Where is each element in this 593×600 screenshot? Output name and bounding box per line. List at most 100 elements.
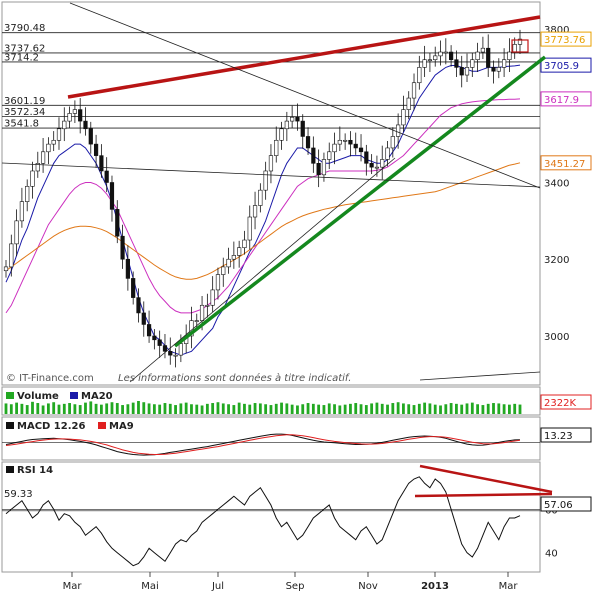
volume-bar bbox=[386, 404, 389, 414]
volume-bar bbox=[232, 405, 236, 414]
x-tick-label: Jul bbox=[211, 581, 224, 592]
volume-bar bbox=[433, 404, 437, 414]
volume-bar bbox=[317, 404, 321, 414]
level-label: 3541.8 bbox=[4, 119, 39, 130]
candle-body bbox=[353, 143, 358, 149]
macd-legend: MACD 12.26 MA9 bbox=[6, 421, 134, 432]
volume-bar bbox=[508, 404, 511, 414]
volume-bar bbox=[221, 403, 225, 414]
candle-body bbox=[205, 304, 210, 307]
volume-bar bbox=[359, 404, 363, 414]
candle-body bbox=[470, 59, 475, 68]
candle-body bbox=[109, 182, 115, 210]
volume-bar bbox=[455, 403, 458, 414]
candle-body bbox=[486, 47, 491, 68]
volume-bar bbox=[131, 402, 135, 414]
volume-bar bbox=[370, 403, 374, 414]
candle-body bbox=[162, 345, 168, 352]
volume-bar bbox=[481, 405, 485, 414]
candle-body bbox=[380, 159, 385, 168]
volume-bar bbox=[105, 403, 109, 414]
volume-bar bbox=[343, 404, 347, 414]
macd-panel bbox=[1, 416, 541, 461]
volume-bar bbox=[9, 404, 13, 414]
badge-label: 3451.27 bbox=[544, 159, 585, 170]
rsi-badge: 57.06 bbox=[540, 496, 592, 512]
x-axis: Mar Mai Jul Sep Nov 2013 Mar bbox=[63, 572, 518, 592]
candle-body bbox=[422, 59, 427, 68]
thin-diagonal-uptrend bbox=[129, 157, 396, 383]
volume-bar bbox=[158, 404, 162, 414]
volume-bar bbox=[280, 402, 283, 414]
candle-body bbox=[67, 113, 72, 122]
price-badge: 3451.27 bbox=[540, 155, 592, 171]
candle-body bbox=[512, 44, 517, 53]
badge-box bbox=[540, 394, 592, 410]
candle-body bbox=[321, 159, 327, 176]
x-tick-label: Sep bbox=[286, 581, 305, 592]
volume-bar bbox=[476, 404, 480, 414]
badge-label: 2322K bbox=[544, 398, 576, 409]
candle-body bbox=[316, 163, 321, 176]
candle-body bbox=[104, 170, 109, 183]
level-label: 3572.34 bbox=[4, 107, 45, 118]
volume-bar bbox=[470, 402, 474, 414]
candle-body bbox=[88, 128, 93, 145]
badge-box bbox=[540, 427, 592, 443]
volume-bar bbox=[190, 404, 193, 414]
badge-box bbox=[540, 496, 592, 512]
volume-bar bbox=[237, 402, 241, 414]
candle-body bbox=[136, 297, 141, 314]
volume-bar bbox=[301, 404, 305, 414]
candle-body bbox=[215, 274, 221, 291]
badge-box bbox=[540, 57, 592, 73]
candle-body bbox=[226, 258, 231, 268]
volume-bar bbox=[62, 403, 66, 414]
badge-label: 3617.9 bbox=[544, 95, 579, 106]
volume-bar bbox=[269, 405, 273, 414]
volume-bar bbox=[36, 403, 40, 414]
macd-legend-label: MACD 12.26 bbox=[17, 421, 85, 432]
price-badge: 3705.9 bbox=[540, 57, 592, 73]
candle-body bbox=[480, 47, 486, 53]
volume-bar bbox=[200, 405, 204, 414]
volume-bar bbox=[94, 403, 98, 414]
level-label: 3737.62 bbox=[4, 43, 45, 54]
candle-body bbox=[62, 120, 67, 130]
candle-body bbox=[274, 139, 279, 156]
volume-bar bbox=[375, 402, 379, 414]
volume-bar bbox=[407, 404, 411, 414]
badge-label: 57.06 bbox=[544, 500, 573, 511]
candle-body bbox=[385, 147, 390, 160]
volume-bar bbox=[444, 404, 448, 414]
volume-bar bbox=[502, 404, 506, 414]
candle-body bbox=[311, 147, 316, 164]
macd-series-line bbox=[5, 434, 521, 455]
badge-label: 3705.9 bbox=[544, 61, 579, 72]
breakout-box bbox=[511, 39, 529, 53]
volume-bar bbox=[428, 403, 432, 414]
volume-bar bbox=[449, 403, 453, 414]
volume-bar bbox=[518, 404, 522, 414]
candle-body bbox=[194, 320, 199, 322]
candle-body bbox=[131, 278, 136, 298]
level-label: 3601.19 bbox=[4, 96, 45, 107]
candle-body bbox=[284, 120, 289, 130]
macd-badge: 13.23 bbox=[540, 427, 592, 443]
volume-bar bbox=[354, 403, 358, 414]
candle-body bbox=[141, 312, 146, 325]
candle-body bbox=[3, 266, 9, 272]
volume-bar bbox=[417, 403, 421, 414]
volume-bar bbox=[364, 405, 368, 414]
volume-bar bbox=[115, 403, 119, 414]
ma-line-ma20 bbox=[5, 64, 521, 356]
candle-body bbox=[502, 59, 507, 68]
volume-legend-label: Volume bbox=[17, 391, 59, 402]
volume-bar bbox=[253, 403, 257, 414]
candle-body bbox=[295, 116, 300, 122]
candle-body bbox=[305, 136, 311, 149]
candle-body bbox=[242, 239, 247, 249]
badge-label: 13.23 bbox=[544, 431, 573, 442]
volume-bar bbox=[322, 405, 326, 414]
